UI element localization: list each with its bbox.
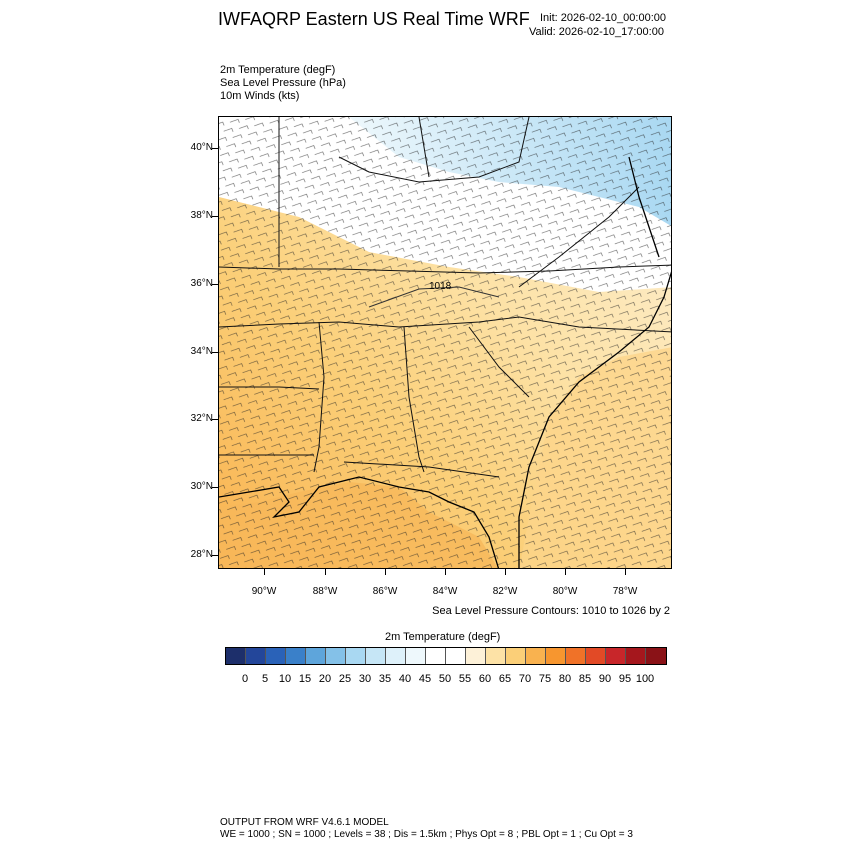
colorbar-swatch <box>286 648 306 664</box>
lon-tick <box>625 569 626 575</box>
lat-label: 40°N <box>190 142 213 153</box>
plot-title: IWFAQRP Eastern US Real Time WRF <box>218 9 530 29</box>
colorbar-swatch <box>566 648 586 664</box>
colorbar-label: 0 <box>241 673 249 685</box>
field-label-winds: 10m Winds (kts) <box>220 90 300 102</box>
colorbar-label: 55 <box>458 673 472 685</box>
colorbar-swatch <box>546 648 566 664</box>
colorbar-swatch <box>606 648 626 664</box>
lat-label: 34°N <box>190 346 213 357</box>
pressure-contour <box>368 286 500 308</box>
lon-tick <box>264 569 265 575</box>
lon-tick <box>385 569 386 575</box>
state-boundaries <box>219 117 671 478</box>
lat-label: 36°N <box>190 278 213 289</box>
colorbar-swatch <box>586 648 606 664</box>
colorbar-swatch <box>266 648 286 664</box>
lon-tick <box>325 569 326 575</box>
colorbar-swatch <box>406 648 426 664</box>
lat-label: 32°N <box>190 413 213 424</box>
colorbar-label: 50 <box>438 673 452 685</box>
lon-label: 78°W <box>612 586 638 597</box>
colorbar-swatch <box>426 648 446 664</box>
colorbar-swatch <box>346 648 366 664</box>
colorbar-label: 45 <box>418 673 432 685</box>
colorbar-label: 75 <box>538 673 552 685</box>
contour-label: 1018 <box>429 281 452 292</box>
colorbar <box>225 647 667 665</box>
colorbar-swatch <box>486 648 506 664</box>
colorbar-label: 80 <box>558 673 572 685</box>
colorbar-label: 30 <box>358 673 372 685</box>
map-canvas: 1018 <box>219 117 671 568</box>
colorbar-swatch <box>626 648 646 664</box>
lat-tick <box>212 352 218 353</box>
weather-map: 1018 <box>218 116 672 569</box>
colorbar-swatch <box>326 648 346 664</box>
colorbar-swatch <box>226 648 246 664</box>
colorbar-title: 2m Temperature (degF) <box>385 631 501 643</box>
field-label-temperature: 2m Temperature (degF) <box>220 64 336 76</box>
valid-time: Valid: 2026-02-10_17:00:00 <box>529 26 664 38</box>
model-config: WE = 1000 ; SN = 1000 ; Levels = 38 ; Di… <box>220 829 633 840</box>
lon-label: 82°W <box>492 586 518 597</box>
lat-tick <box>212 487 218 488</box>
lon-label: 84°W <box>432 586 458 597</box>
colorbar-swatch <box>526 648 546 664</box>
colorbar-label: 5 <box>261 673 269 685</box>
colorbar-swatch <box>646 648 666 664</box>
colorbar-label: 25 <box>338 673 352 685</box>
colorbar-label: 100 <box>635 673 655 685</box>
lon-label: 86°W <box>372 586 398 597</box>
lon-label: 80°W <box>552 586 578 597</box>
contour-note: Sea Level Pressure Contours: 1010 to 102… <box>432 605 670 617</box>
lat-label: 38°N <box>190 210 213 221</box>
lon-tick <box>445 569 446 575</box>
lat-tick <box>212 555 218 556</box>
model-info: OUTPUT FROM WRF V4.6.1 MODEL <box>220 817 389 828</box>
colorbar-swatch <box>306 648 326 664</box>
lat-tick <box>212 216 218 217</box>
coastline <box>219 156 671 568</box>
lon-tick <box>565 569 566 575</box>
lat-tick <box>212 419 218 420</box>
lat-label: 30°N <box>190 481 213 492</box>
colorbar-swatch <box>506 648 526 664</box>
colorbar-swatch <box>446 648 466 664</box>
lon-tick <box>505 569 506 575</box>
colorbar-label: 70 <box>518 673 532 685</box>
colorbar-label: 95 <box>618 673 632 685</box>
lat-tick <box>212 148 218 149</box>
init-time: Init: 2026-02-10_00:00:00 <box>540 12 666 24</box>
colorbar-label: 65 <box>498 673 512 685</box>
colorbar-swatch <box>366 648 386 664</box>
colorbar-label: 85 <box>578 673 592 685</box>
colorbar-swatch <box>386 648 406 664</box>
lon-label: 90°W <box>251 586 277 597</box>
colorbar-label: 10 <box>278 673 292 685</box>
colorbar-label: 35 <box>378 673 392 685</box>
lat-label: 28°N <box>190 549 213 560</box>
lon-label: 88°W <box>312 586 338 597</box>
colorbar-label: 60 <box>478 673 492 685</box>
colorbar-swatch <box>466 648 486 664</box>
colorbar-label: 90 <box>598 673 612 685</box>
wind-barbs <box>219 117 671 568</box>
colorbar-label: 15 <box>298 673 312 685</box>
colorbar-label: 40 <box>398 673 412 685</box>
colorbar-swatch <box>246 648 266 664</box>
lat-tick <box>212 284 218 285</box>
colorbar-label: 20 <box>318 673 332 685</box>
field-label-pressure: Sea Level Pressure (hPa) <box>220 77 346 89</box>
